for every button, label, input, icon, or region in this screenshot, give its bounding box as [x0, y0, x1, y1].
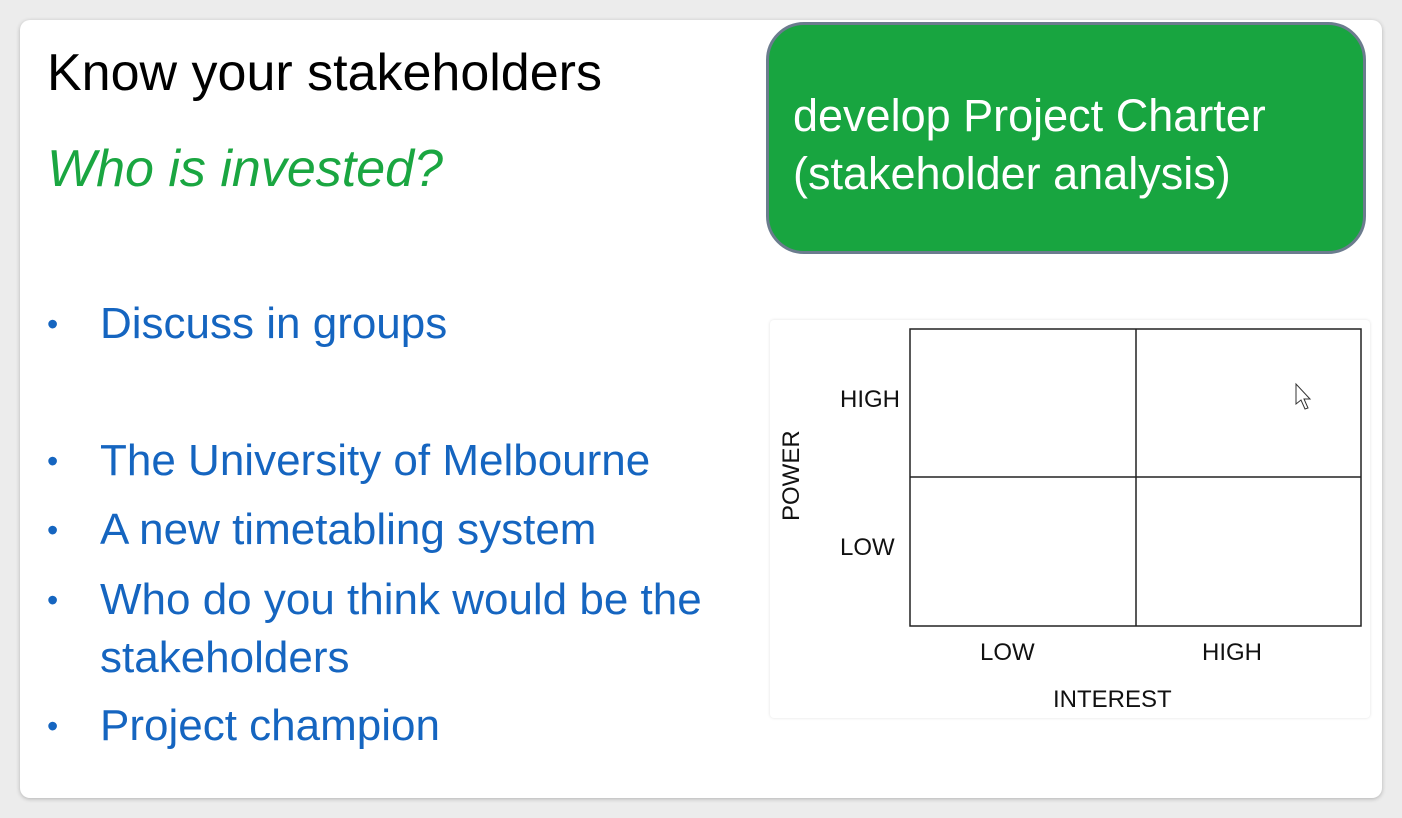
power-low-label: LOW [840, 534, 895, 561]
interest-low-label: LOW [980, 639, 1035, 666]
bullet-text: Project champion [100, 701, 440, 750]
project-charter-callout: develop Project Charter (stakeholder ana… [766, 22, 1366, 254]
bullet-dot: • [47, 582, 59, 618]
callout-line-1: develop Project Charter [793, 90, 1266, 141]
power-interest-matrix: HIGH LOW POWER LOW HIGH INTEREST [770, 320, 1370, 718]
bullet-dot: • [47, 306, 59, 342]
power-axis-label: POWER [778, 430, 805, 521]
bullet-text: Discuss in groups [100, 299, 448, 348]
slide-title: Know your stakeholders [47, 44, 602, 102]
bullet-text: Who do you think would be the stakeholde… [100, 575, 702, 682]
matrix-graphic: HIGH LOW POWER LOW HIGH INTEREST [778, 328, 1362, 713]
slide-subtitle: Who is invested? [47, 140, 443, 198]
bullet-dot: • [47, 443, 59, 479]
mouse-cursor-icon [1295, 382, 1312, 410]
interest-axis-label: INTEREST [1053, 686, 1172, 713]
bullet-dot: • [47, 512, 59, 548]
bullet-dot: • [47, 708, 59, 744]
bullet-text: The University of Melbourne [100, 436, 651, 485]
callout-line-2: (stakeholder analysis) [793, 148, 1231, 199]
bullet-text: A new timetabling system [100, 505, 597, 554]
power-high-label: HIGH [840, 386, 900, 413]
slide: Know your stakeholders Who is invested? … [20, 20, 1382, 798]
interest-high-label: HIGH [1202, 639, 1262, 666]
